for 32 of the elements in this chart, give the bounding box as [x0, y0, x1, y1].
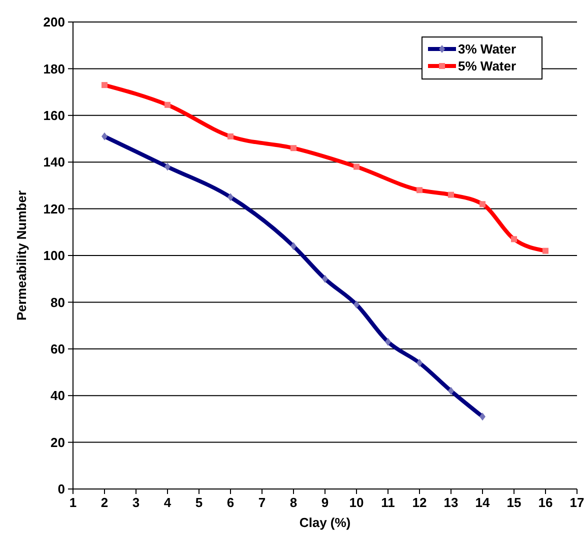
y-tick-label: 80 [50, 294, 65, 310]
legend-label: 5% Water [458, 58, 516, 74]
x-tick-label: 6 [226, 495, 234, 510]
y-tick-label: 160 [43, 108, 65, 123]
x-tick-label: 7 [258, 495, 266, 510]
x-tick-label: 5 [195, 495, 203, 510]
y-tick-label: 180 [43, 61, 65, 76]
x-tick-label: 16 [538, 495, 553, 510]
y-tick-label: 60 [50, 341, 65, 356]
y-axis-title: Permeability Number [14, 190, 29, 321]
y-tick-label: 120 [43, 201, 65, 216]
x-tick-label: 15 [506, 495, 522, 510]
x-tick-label: 14 [475, 495, 490, 510]
x-axis-title: Clay (%) [299, 515, 351, 530]
y-tick-label: 100 [43, 248, 65, 264]
y-tick-label: 40 [50, 388, 65, 404]
legend-label: 3% Water [458, 42, 516, 57]
x-tick-label: 12 [412, 495, 427, 510]
x-tick-label: 13 [444, 495, 458, 510]
x-tick-label: 9 [321, 495, 329, 510]
x-tick-label: 11 [381, 495, 395, 510]
x-tick-label: 17 [570, 495, 584, 510]
x-tick-label: 1 [69, 495, 77, 510]
y-tick-label: 20 [50, 434, 65, 450]
x-tick-label: 8 [290, 495, 298, 510]
x-tick-label: 10 [349, 495, 364, 510]
x-tick-label: 3 [132, 495, 140, 510]
y-tick-label: 200 [43, 14, 65, 30]
x-tick-label: 4 [164, 495, 172, 510]
y-tick-label: 0 [58, 482, 65, 497]
y-tick-label: 140 [43, 154, 65, 170]
x-tick-label: 2 [100, 495, 108, 510]
